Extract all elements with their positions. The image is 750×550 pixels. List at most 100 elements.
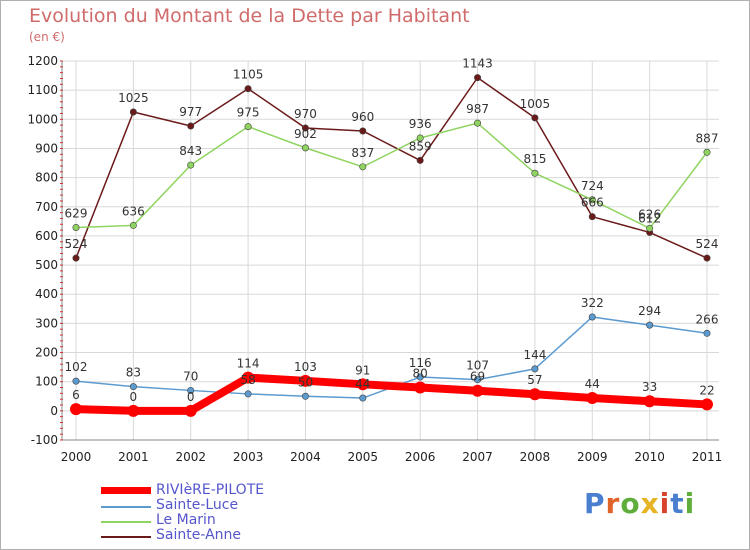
x-tick-label: 2006 bbox=[405, 450, 436, 464]
data-label-le-marin: 975 bbox=[237, 106, 260, 120]
data-label-le-marin: 843 bbox=[179, 144, 202, 158]
data-label-sainte-luce: 58 bbox=[240, 373, 255, 387]
data-label-sainte-luce: 322 bbox=[581, 296, 604, 310]
data-label-le-marin: 987 bbox=[466, 102, 489, 116]
data-label-sainte-luce: 83 bbox=[126, 366, 141, 380]
data-label-riviere-pilote: 22 bbox=[699, 383, 714, 397]
y-tick-label: 200 bbox=[35, 346, 58, 360]
legend-swatch bbox=[101, 506, 151, 508]
data-point-sainte-luce bbox=[416, 373, 424, 381]
data-label-le-marin: 629 bbox=[65, 206, 88, 220]
data-label-sainte-anne: 1005 bbox=[520, 97, 551, 111]
data-point-sainte-luce bbox=[531, 365, 539, 373]
data-label-sainte-anne: 970 bbox=[294, 107, 317, 121]
data-point-sainte-anne bbox=[416, 156, 424, 164]
data-point-sainte-anne bbox=[474, 74, 482, 82]
data-point-riviere-pilote bbox=[528, 388, 541, 401]
data-point-le-marin bbox=[474, 119, 482, 127]
series-line-le-marin bbox=[75, 122, 708, 230]
data-label-riviere-pilote: 6 bbox=[72, 388, 80, 402]
data-point-sainte-anne bbox=[359, 127, 367, 135]
y-tick-label: 600 bbox=[35, 229, 58, 243]
data-label-le-marin: 724 bbox=[581, 179, 604, 193]
plot-area bbox=[62, 61, 719, 440]
data-point-riviere-pilote bbox=[586, 392, 599, 405]
data-point-sainte-anne bbox=[72, 254, 80, 262]
data-label-riviere-pilote: 80 bbox=[413, 367, 428, 381]
data-point-le-marin bbox=[416, 134, 424, 142]
data-point-riviere-pilote bbox=[184, 404, 197, 417]
legend-label: RIVIèRE-PILOTE bbox=[156, 482, 265, 498]
data-point-sainte-luce bbox=[703, 329, 711, 337]
y-tick-label: 800 bbox=[35, 171, 58, 185]
chart-subtitle: (en €) bbox=[29, 30, 65, 44]
x-tick-label: 2000 bbox=[61, 450, 92, 464]
data-label-riviere-pilote: 0 bbox=[130, 390, 138, 404]
grid bbox=[62, 60, 719, 441]
y-tick-label: -100 bbox=[31, 433, 58, 447]
data-label-sainte-anne: 524 bbox=[696, 237, 719, 251]
data-label-le-marin: 936 bbox=[409, 117, 432, 131]
data-point-sainte-anne bbox=[187, 122, 195, 130]
data-point-riviere-pilote bbox=[356, 378, 369, 391]
legend-label: Sainte-Luce bbox=[156, 497, 239, 513]
y-tick-label: 500 bbox=[35, 258, 58, 272]
data-label-sainte-anne: 859 bbox=[409, 139, 432, 153]
data-point-sainte-luce bbox=[72, 377, 80, 385]
y-tick-label: 0 bbox=[50, 404, 58, 418]
y-tick-label: 900 bbox=[35, 141, 58, 155]
data-point-le-marin bbox=[359, 163, 367, 171]
series-line-riviere-pilote bbox=[72, 373, 711, 415]
chart-title: Evolution du Montant de la Dette par Hab… bbox=[29, 5, 470, 27]
legend-label: Sainte-Anne bbox=[156, 527, 242, 543]
data-label-sainte-luce: 50 bbox=[298, 375, 313, 389]
data-point-sainte-anne bbox=[301, 124, 309, 132]
data-label-riviere-pilote: 0 bbox=[187, 390, 195, 404]
data-point-sainte-luce bbox=[359, 394, 367, 402]
data-point-riviere-pilote bbox=[299, 374, 312, 387]
data-label-le-marin: 626 bbox=[638, 207, 661, 221]
data-point-sainte-luce bbox=[646, 321, 654, 329]
data-point-riviere-pilote bbox=[471, 384, 484, 397]
data-label-sainte-luce: 44 bbox=[355, 377, 370, 391]
data-point-le-marin bbox=[187, 161, 195, 169]
data-point-le-marin bbox=[703, 148, 711, 156]
y-tick-label: 700 bbox=[35, 200, 58, 214]
data-label-sainte-luce: 102 bbox=[65, 360, 88, 374]
data-point-le-marin bbox=[531, 169, 539, 177]
data-label-riviere-pilote: 114 bbox=[237, 357, 260, 371]
data-label-sainte-luce: 144 bbox=[523, 348, 546, 362]
data-point-le-marin bbox=[129, 221, 137, 229]
data-point-sainte-anne bbox=[244, 85, 252, 93]
x-tick-label: 2010 bbox=[634, 450, 665, 464]
data-point-sainte-anne bbox=[129, 108, 137, 116]
data-label-sainte-anne: 524 bbox=[65, 237, 88, 251]
data-label-le-marin: 902 bbox=[294, 127, 317, 141]
data-point-sainte-luce bbox=[129, 383, 137, 391]
data-label-sainte-anne: 612 bbox=[638, 211, 661, 225]
data-label-sainte-anne: 977 bbox=[179, 105, 202, 119]
data-point-riviere-pilote bbox=[643, 395, 656, 408]
data-label-sainte-luce: 70 bbox=[183, 369, 198, 383]
data-point-riviere-pilote bbox=[242, 371, 255, 384]
data-label-le-marin: 815 bbox=[523, 152, 546, 166]
y-tick-label: 1100 bbox=[27, 83, 58, 97]
x-tick-label: 2004 bbox=[290, 450, 321, 464]
x-tick-label: 2005 bbox=[348, 450, 379, 464]
y-tick-label: 100 bbox=[35, 375, 58, 389]
data-label-riviere-pilote: 69 bbox=[470, 370, 485, 384]
x-tick-label: 2003 bbox=[233, 450, 264, 464]
data-label-sainte-anne: 666 bbox=[581, 196, 604, 210]
legend-swatch bbox=[101, 521, 151, 523]
data-point-sainte-anne bbox=[588, 213, 596, 221]
data-label-sainte-anne: 1105 bbox=[233, 68, 264, 82]
data-point-riviere-pilote bbox=[414, 381, 427, 394]
y-tick-label: 1200 bbox=[27, 54, 58, 68]
data-point-riviere-pilote bbox=[70, 403, 82, 416]
legend-label: Le Marin bbox=[156, 512, 216, 528]
y-tick-label: 1000 bbox=[27, 112, 58, 126]
data-label-riviere-pilote: 44 bbox=[585, 377, 600, 391]
data-label-riviere-pilote: 33 bbox=[642, 380, 657, 394]
data-point-sainte-anne bbox=[703, 254, 711, 262]
